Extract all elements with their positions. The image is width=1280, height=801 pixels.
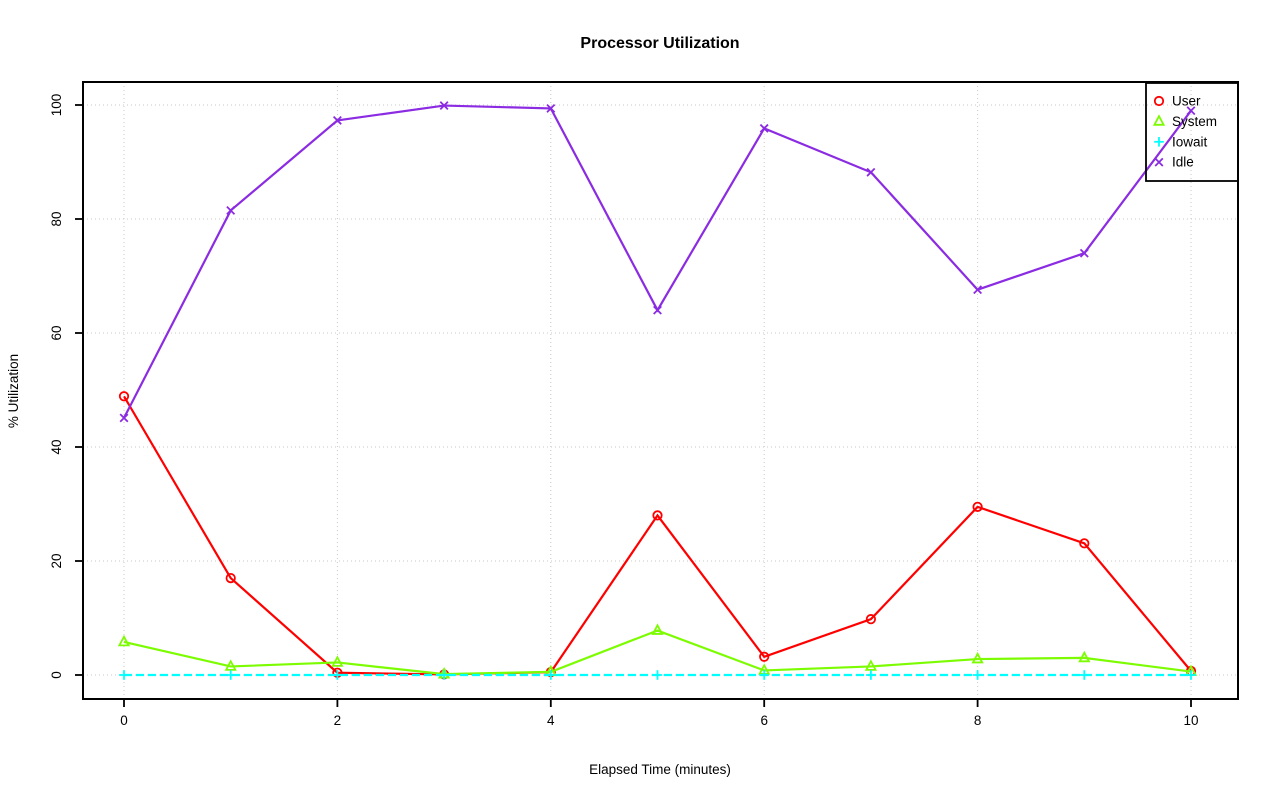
triangle-marker — [224, 659, 237, 671]
x-marker — [119, 413, 129, 423]
series-system-line — [123, 629, 1192, 676]
x-marker — [1079, 248, 1089, 258]
triangle-marker — [1152, 114, 1166, 126]
grid-layer — [83, 82, 1238, 699]
x-marker — [973, 285, 983, 295]
series-user-line — [123, 395, 1192, 676]
y-tick-label: 80 — [49, 211, 64, 226]
series-system — [117, 623, 1198, 679]
y-tick-label: 100 — [49, 94, 64, 117]
series-idle — [119, 101, 1196, 423]
x-marker — [653, 305, 662, 315]
legend-label-iowait: Iowait — [1172, 134, 1208, 149]
x-axis-label: Elapsed Time (minutes) — [589, 762, 731, 777]
legend: User System Iowait Idle — [1145, 82, 1239, 182]
plot-box — [82, 81, 1239, 700]
y-tick-label: 60 — [49, 325, 64, 340]
circle-marker — [759, 651, 770, 662]
triangle-marker — [117, 634, 131, 647]
circle-marker — [225, 572, 236, 584]
triangle-marker — [331, 655, 344, 667]
x-tick-label: 4 — [547, 713, 555, 728]
legend-label-user: User — [1172, 94, 1201, 109]
legend-item-idle: Idle — [1154, 155, 1194, 170]
legend-label-idle: Idle — [1172, 155, 1194, 170]
triangle-marker — [1078, 650, 1091, 663]
x-marker — [866, 167, 876, 177]
circle-marker — [118, 391, 130, 402]
circle-marker — [1153, 95, 1165, 107]
x-marker — [439, 101, 449, 111]
legend-box — [1145, 82, 1239, 182]
legend-item-user: User — [1153, 94, 1201, 109]
y-axis-label: % Utilization — [6, 354, 21, 428]
triangle-marker — [864, 659, 878, 671]
x-tick-label: 2 — [334, 713, 342, 728]
x-tick-label: 0 — [120, 713, 128, 728]
triangle-marker — [651, 623, 664, 635]
circle-marker — [865, 614, 877, 625]
series-user — [118, 391, 1197, 680]
circle-marker — [652, 510, 663, 521]
y-tick-label: 20 — [49, 553, 64, 568]
legend-item-iowait: Iowait — [1154, 134, 1208, 149]
triangle-marker — [971, 651, 984, 664]
x-marker — [1186, 106, 1196, 116]
series-layer — [117, 101, 1198, 680]
x-tick-label: 6 — [760, 713, 768, 728]
series-idle-line — [123, 104, 1192, 419]
series-iowait — [119, 670, 1196, 680]
x-tick-label: 8 — [974, 713, 982, 728]
legend-label-system: System — [1172, 114, 1217, 129]
legend-item-system: System — [1152, 114, 1217, 129]
x-marker — [332, 115, 342, 125]
y-tick-label: 0 — [49, 671, 64, 679]
x-tick-label: 10 — [1183, 713, 1198, 728]
chart-title: Processor Utilization — [580, 35, 739, 52]
y-tick-label: 40 — [49, 439, 64, 454]
x-marker — [759, 123, 769, 133]
circle-marker — [972, 501, 983, 512]
x-marker — [226, 206, 236, 215]
x-marker — [546, 103, 556, 113]
circle-marker — [1079, 538, 1090, 549]
x-marker — [1154, 157, 1164, 167]
